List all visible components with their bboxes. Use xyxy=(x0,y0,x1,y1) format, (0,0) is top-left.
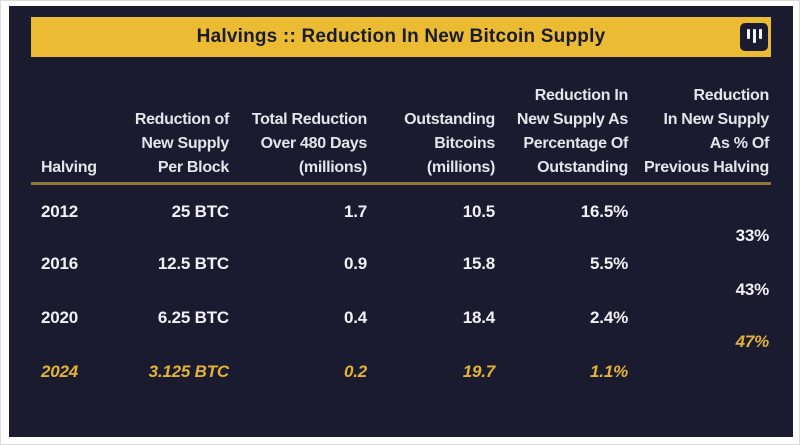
cell-pct-of-previous: 33% xyxy=(735,226,770,245)
table-row-2012: 2012 25 BTC 1.7 10.5 16.5% xyxy=(41,202,769,222)
table-row-2016: 2016 12.5 BTC 0.9 15.8 5.5% xyxy=(41,254,769,274)
table-row-2024: 2024 3.125 BTC 0.2 19.7 1.1% xyxy=(41,362,769,382)
cell-halving: 2020 xyxy=(41,308,79,327)
cell-empty xyxy=(229,332,367,352)
cell-empty xyxy=(495,280,628,300)
table-row-interstitial: 43% xyxy=(41,280,770,300)
bars-logo-icon xyxy=(740,23,768,51)
cell-pct-of-previous xyxy=(628,362,769,382)
cell-empty xyxy=(229,226,367,246)
column-header-total-reduction-480d: Total Reduction Over 480 Days (millions) xyxy=(251,111,368,176)
cell-outstanding-bitcoins: 19.7 xyxy=(462,362,495,381)
logo-bar xyxy=(758,29,762,39)
column-header-halving: Halving xyxy=(41,159,97,176)
header-divider xyxy=(31,182,771,185)
cell-total-reduction-480d: 0.4 xyxy=(343,308,367,327)
column-header-pct-of-previous-halving: Reduction In New Supply As % Of Previous… xyxy=(643,87,769,176)
cell-empty xyxy=(367,226,495,246)
table-row-2020: 2020 6.25 BTC 0.4 18.4 2.4% xyxy=(41,308,769,328)
cell-halving: 2024 xyxy=(41,362,79,381)
cell-reduction-per-block: 12.5 BTC xyxy=(157,254,229,273)
cell-empty xyxy=(495,226,628,246)
cell-empty xyxy=(367,332,495,352)
cell-empty xyxy=(495,332,628,352)
cell-empty xyxy=(41,226,119,246)
cell-outstanding-bitcoins: 15.8 xyxy=(462,254,495,273)
cell-empty xyxy=(119,280,229,300)
table-body: 2012 25 BTC 1.7 10.5 16.5% 33% 2016 12.5… xyxy=(41,184,769,429)
cell-pct-of-previous xyxy=(628,202,769,222)
cell-empty xyxy=(367,280,495,300)
page-title: Halvings :: Reduction In New Bitcoin Sup… xyxy=(196,26,606,47)
column-header-reduction-pct-outstanding: Reduction In New Supply As Percentage Of… xyxy=(516,87,628,176)
column-header-reduction-per-block: Reduction of New Supply Per Block xyxy=(134,111,229,176)
cell-total-reduction-480d: 1.7 xyxy=(343,202,367,221)
cell-pct-of-previous xyxy=(628,308,769,328)
cell-pct-of-previous xyxy=(628,254,769,274)
cell-pct-of-previous: 47% xyxy=(735,332,770,351)
logo-bar xyxy=(746,29,750,39)
cell-empty xyxy=(41,332,119,352)
cell-reduction-pct-outstanding: 16.5% xyxy=(580,202,628,221)
cell-reduction-pct-outstanding: 1.1% xyxy=(590,362,628,381)
title-bar: Halvings :: Reduction In New Bitcoin Sup… xyxy=(31,17,771,57)
cell-outstanding-bitcoins: 10.5 xyxy=(462,202,495,221)
cell-pct-of-previous: 43% xyxy=(735,280,770,299)
table-header-row: Halving Reduction of New Supply Per Bloc… xyxy=(41,81,769,180)
cell-empty xyxy=(229,280,367,300)
cell-halving: 2016 xyxy=(41,254,79,273)
cell-total-reduction-480d: 0.9 xyxy=(343,254,367,273)
cell-reduction-pct-outstanding: 2.4% xyxy=(590,308,628,327)
infographic-panel: Halvings :: Reduction In New Bitcoin Sup… xyxy=(9,6,793,437)
cell-outstanding-bitcoins: 18.4 xyxy=(462,308,495,327)
cell-halving: 2012 xyxy=(41,202,79,221)
cell-empty xyxy=(119,332,229,352)
cell-reduction-pct-outstanding: 5.5% xyxy=(590,254,628,273)
column-header-outstanding-bitcoins: Outstanding Bitcoins (millions) xyxy=(404,111,495,176)
cell-empty xyxy=(41,280,119,300)
cell-total-reduction-480d: 0.2 xyxy=(343,362,367,381)
cell-reduction-per-block: 25 BTC xyxy=(171,202,230,221)
logo-bar xyxy=(752,29,756,43)
cell-reduction-per-block: 3.125 BTC xyxy=(148,362,230,381)
cell-reduction-per-block: 6.25 BTC xyxy=(157,308,229,327)
table-row-interstitial: 33% xyxy=(41,226,770,246)
cell-empty xyxy=(119,226,229,246)
table-row-interstitial-highlight: 47% xyxy=(41,332,770,352)
